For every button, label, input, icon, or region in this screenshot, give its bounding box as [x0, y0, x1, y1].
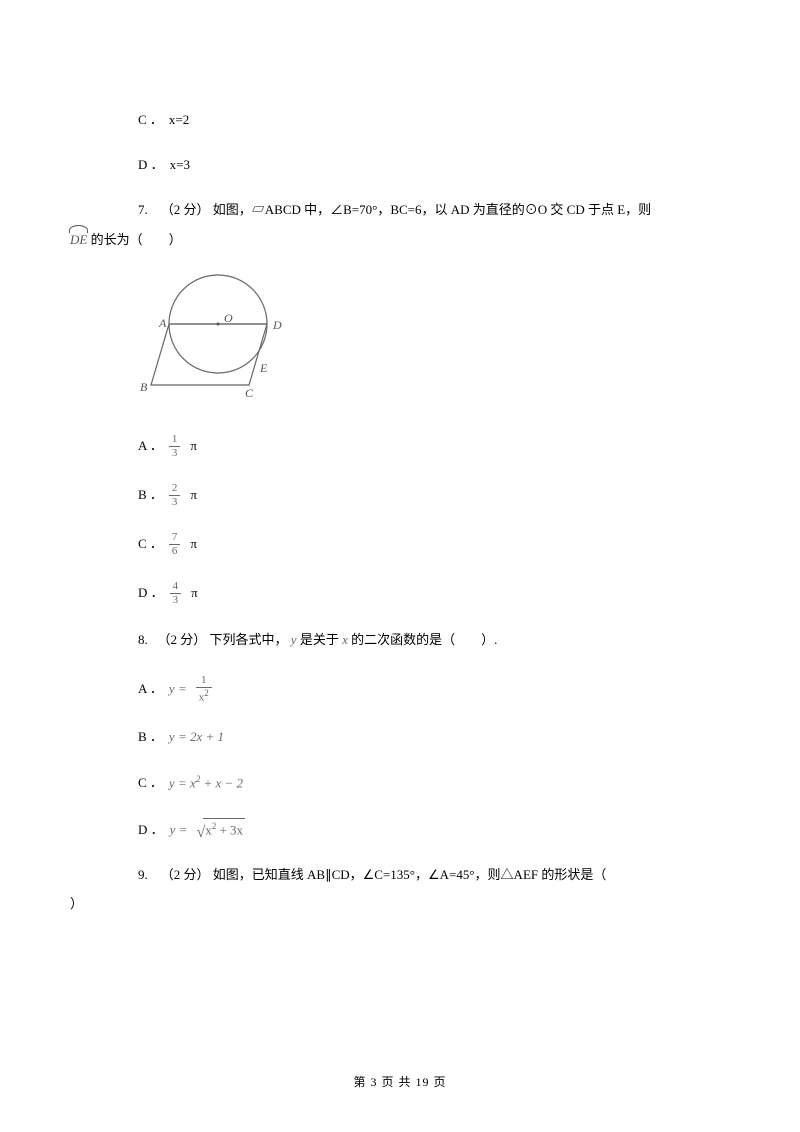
- fraction-icon: 7 6: [169, 532, 181, 557]
- option-text: x=2: [169, 110, 189, 131]
- fraction-icon: 4 3: [170, 581, 182, 606]
- label-C: C: [245, 386, 254, 399]
- expr: y = 2x + 1: [169, 727, 224, 748]
- q6-option-c[interactable]: C ． x=2: [138, 110, 730, 131]
- fraction-icon: 1 x2: [196, 675, 212, 704]
- label-O: O: [224, 311, 233, 325]
- q8-option-c[interactable]: C ． y = x2 + x − 2: [138, 772, 730, 794]
- option-label: A ．: [138, 436, 163, 457]
- q8-option-b[interactable]: B ． y = 2x + 1: [138, 727, 730, 748]
- q8-number: 8.: [138, 632, 148, 647]
- var-x: x: [342, 632, 348, 647]
- label-B: B: [140, 380, 148, 394]
- q7-number: 7.: [138, 202, 148, 217]
- q7-diagram: A D B C E O: [126, 269, 730, 406]
- q7-option-c[interactable]: C ． 7 6 π: [138, 532, 730, 557]
- q8-text: 下列各式中，: [210, 632, 288, 647]
- q9-text: 如图，已知直线 AB∥CD，∠C=135°，∠A=45°，则△AEF 的形状是（: [213, 867, 607, 882]
- var-y: y: [291, 632, 297, 647]
- q7-text-2: 的长为（ ）: [91, 232, 182, 247]
- q7-points: （2 分）: [161, 202, 210, 217]
- option-suffix: π: [190, 534, 197, 555]
- q8-stem: 8. （2 分） 下列各式中， y 是关于 x 的二次函数的是（ ）.: [138, 630, 730, 651]
- option-label: B ．: [138, 727, 163, 748]
- option-label: B ．: [138, 485, 163, 506]
- q7-option-a[interactable]: A ． 1 3 π: [138, 434, 730, 459]
- expr: y = x2 + x − 2: [169, 772, 243, 794]
- label-D: D: [272, 318, 282, 332]
- q6-option-d[interactable]: D ． x=3: [138, 155, 730, 176]
- q7-stem: 7. （2 分） 如图，▱ABCD 中，∠B=70°，BC=6，以 AD 为直径…: [138, 200, 730, 221]
- q9-stem: 9. （2 分） 如图，已知直线 AB∥CD，∠C=135°，∠A=45°，则△…: [138, 865, 730, 886]
- q7-option-d[interactable]: D ． 4 3 π: [138, 581, 730, 606]
- fraction-icon: 2 3: [169, 483, 181, 508]
- option-label: D ．: [138, 820, 164, 841]
- q8-points: （2 分）: [158, 632, 207, 647]
- q8-mid: 是关于: [300, 632, 342, 647]
- label-E: E: [259, 361, 268, 375]
- arc-de: DE: [70, 228, 87, 251]
- parallelogram-circle-figure: A D B C E O: [126, 269, 306, 399]
- sqrt-icon: √ x2 + 3x: [196, 818, 245, 841]
- option-label: D ．: [138, 583, 164, 604]
- option-label: C ．: [138, 110, 163, 131]
- q9-points: （2 分）: [161, 867, 210, 882]
- option-suffix: π: [190, 485, 197, 506]
- option-text: x=3: [170, 155, 190, 176]
- q8-tail: 的二次函数的是（ ）.: [351, 632, 497, 647]
- expr-lhs: y =: [169, 679, 187, 700]
- q7-stem-line2: DE 的长为（ ）: [70, 228, 730, 251]
- option-suffix: π: [190, 436, 197, 457]
- option-label: D ．: [138, 155, 164, 176]
- fraction-icon: 1 3: [169, 434, 181, 459]
- option-suffix: π: [191, 583, 198, 604]
- label-A: A: [158, 316, 167, 330]
- expr-lhs: y =: [170, 820, 188, 841]
- q7-text-1: 如图，▱ABCD 中，∠B=70°，BC=6，以 AD 为直径的⊙O 交 CD …: [213, 202, 651, 217]
- q7-option-b[interactable]: B ． 2 3 π: [138, 483, 730, 508]
- option-label: C ．: [138, 773, 163, 794]
- q9-number: 9.: [138, 867, 148, 882]
- q9-close: ）: [70, 894, 730, 915]
- q8-option-a[interactable]: A ． y = 1 x2: [138, 675, 730, 704]
- option-label: C ．: [138, 534, 163, 555]
- q8-option-d[interactable]: D ． y = √ x2 + 3x: [138, 818, 730, 841]
- option-label: A ．: [138, 679, 163, 700]
- page-footer: 第 3 页 共 19 页: [0, 1073, 800, 1090]
